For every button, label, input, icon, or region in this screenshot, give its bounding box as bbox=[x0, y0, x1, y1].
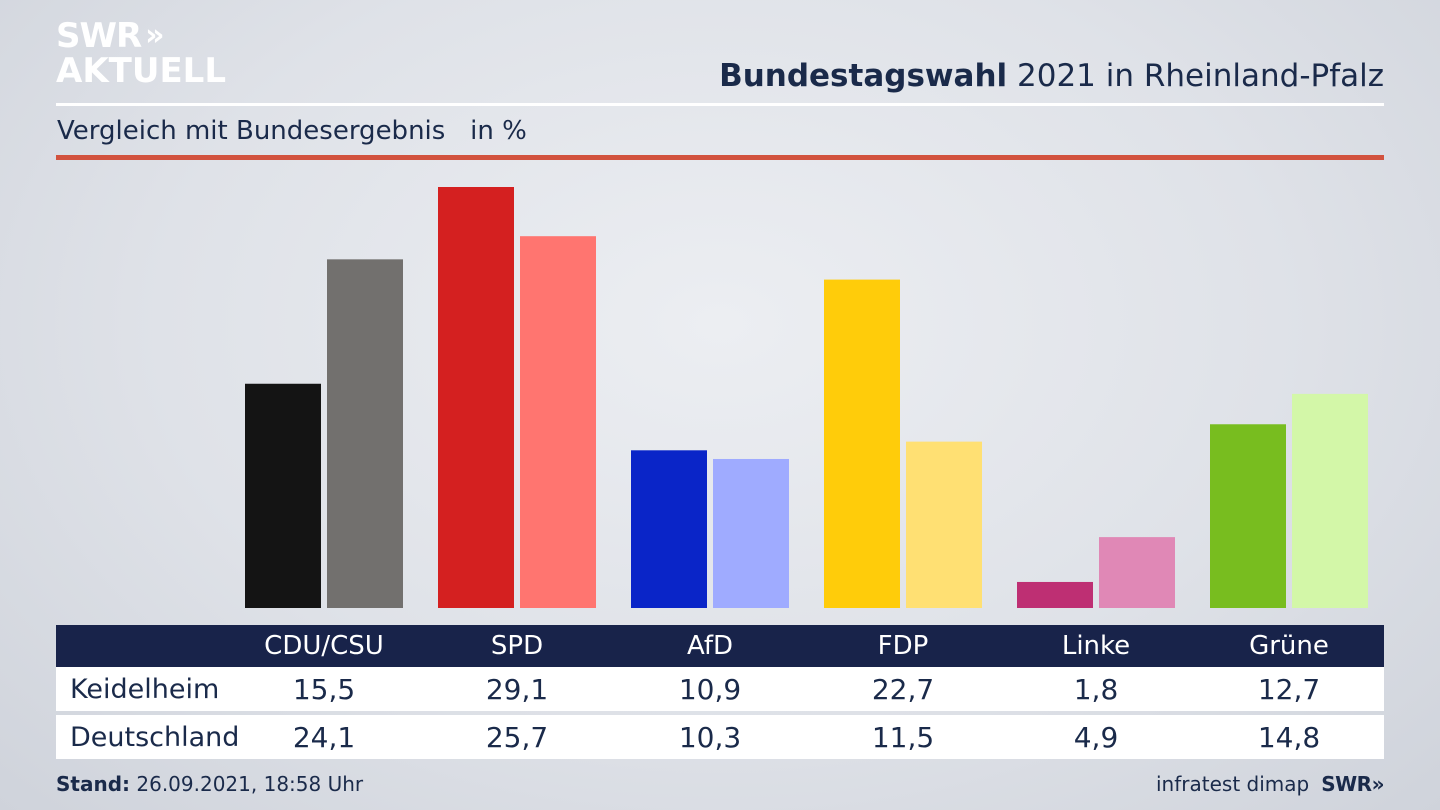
column-header-afd: AfD bbox=[686, 631, 734, 661]
value-deutschland-spd: 25,7 bbox=[485, 720, 549, 754]
value-deutschland-afd: 10,3 bbox=[678, 720, 742, 754]
value-keidelheim-afd: 10,9 bbox=[678, 672, 742, 706]
value-deutschland-grüne: 14,8 bbox=[1257, 720, 1321, 754]
value-keidelheim-spd: 29,1 bbox=[485, 672, 549, 706]
timestamp: Stand: 26.09.2021, 18:58 Uhr bbox=[56, 772, 363, 796]
swr-brand-mark: SWR» bbox=[1321, 772, 1384, 796]
row-label-keidelheim: Keidelheim bbox=[70, 673, 220, 705]
chart-subtitle: Vergleich mit Bundesergebnis in % bbox=[57, 116, 527, 146]
logo-aktuell-text: AKTUELL bbox=[56, 51, 227, 91]
page-title: Bundestagswahl 2021 in Rheinland-Pfalz bbox=[719, 58, 1384, 94]
value-deutschland-fdp: 11,5 bbox=[871, 720, 935, 754]
header-divider bbox=[56, 103, 1384, 106]
bar-grüne-deutschland bbox=[1292, 393, 1368, 608]
value-deutschland-cdu-csu: 24,1 bbox=[292, 720, 356, 754]
column-header-linke: Linke bbox=[1061, 631, 1131, 661]
column-header-grüne: Grüne bbox=[1249, 631, 1329, 661]
column-header-fdp: FDP bbox=[877, 631, 929, 661]
title-rest: 2021 in Rheinland-Pfalz bbox=[1007, 58, 1384, 94]
row-label-deutschland: Deutschland bbox=[70, 721, 240, 753]
column-header-cdu-csu: CDU/CSU bbox=[264, 631, 384, 661]
subtitle-divider bbox=[56, 155, 1384, 160]
swr-aktuell-logo: SWR» AKTUELL bbox=[56, 18, 226, 88]
stand-label: Stand: bbox=[56, 772, 131, 796]
results-table: CDU/CSU SPD AfD FDP Linke Grüne Keidelheim 15… bbox=[56, 625, 1384, 759]
bar-cdu-csu-deutschland bbox=[327, 259, 403, 608]
value-keidelheim-fdp: 22,7 bbox=[871, 672, 935, 706]
bar-fdp-keidelheim bbox=[824, 279, 900, 608]
bar-fdp-deutschland bbox=[906, 441, 982, 608]
table-row-keidelheim: Keidelheim 15,5 29,1 10,9 22,7 1,8 12,7 bbox=[56, 667, 1384, 711]
bar-spd-deutschland bbox=[520, 236, 596, 608]
source-credit: infratest dimap SWR» bbox=[1156, 772, 1384, 796]
title-bold: Bundestagswahl bbox=[719, 58, 1008, 94]
value-deutschland-linke: 4,9 bbox=[1073, 720, 1119, 754]
bar-spd-keidelheim bbox=[438, 187, 514, 608]
bar-linke-deutschland bbox=[1099, 537, 1175, 608]
table-header-row: CDU/CSU SPD AfD FDP Linke Grüne bbox=[56, 625, 1384, 667]
column-header-spd: SPD bbox=[490, 631, 544, 661]
table-row-deutschland: Deutschland 24,1 25,7 10,3 11,5 4,9 14,8 bbox=[56, 715, 1384, 759]
value-keidelheim-grüne: 12,7 bbox=[1257, 672, 1321, 706]
bar-afd-deutschland bbox=[713, 458, 789, 608]
logo-swr-text: SWR bbox=[56, 16, 142, 56]
stand-value: 26.09.2021, 18:58 Uhr bbox=[130, 772, 364, 796]
bar-afd-keidelheim bbox=[631, 450, 707, 608]
value-keidelheim-cdu-csu: 15,5 bbox=[292, 672, 356, 706]
bar-grüne-keidelheim bbox=[1210, 424, 1286, 608]
bar-linke-keidelheim bbox=[1017, 581, 1093, 608]
source-text: infratest dimap bbox=[1156, 772, 1310, 796]
bar-cdu-csu-keidelheim bbox=[245, 383, 321, 608]
value-keidelheim-linke: 1,8 bbox=[1073, 672, 1119, 706]
